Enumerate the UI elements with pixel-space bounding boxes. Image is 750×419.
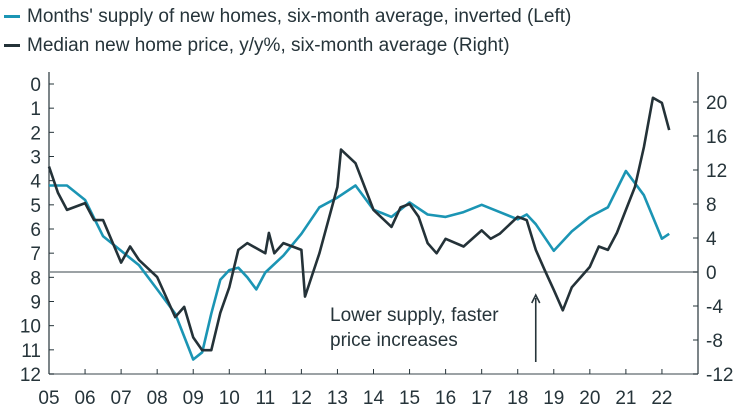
left-tick-label: 4 [30,172,41,193]
right-tick-label: 0 [706,263,717,284]
legend-label: Median new home price, y/y%, six-month a… [27,35,510,56]
x-tick-label: 10 [219,388,240,409]
left-tick-label: 9 [30,293,41,314]
left-tick-label: 12 [20,365,41,386]
right-tick-label: -12 [706,365,733,386]
x-tick-label: 17 [471,388,492,409]
series-line-right [47,96,671,352]
x-tick-label: 13 [327,388,348,409]
x-tick-label: 18 [507,388,528,409]
x-tick-label: 15 [399,388,420,409]
x-tick-label: 08 [147,388,168,409]
left-tick-label: 7 [30,244,41,265]
legend-swatch-dark [4,44,20,47]
left-tick-label: 8 [30,268,41,289]
right-tick-label: -8 [706,331,723,352]
right-tick-label: -4 [706,297,723,318]
legend-swatch-teal [4,15,20,18]
x-tick-label: 22 [651,388,672,409]
arrow-head-icon [531,293,541,304]
x-tick-label: 21 [615,388,636,409]
x-tick-label: 16 [435,388,456,409]
x-tick-label: 14 [363,388,385,409]
legend-item-supply: Months' supply of new homes, six-month a… [4,2,571,31]
left-tick-label: 3 [30,148,41,169]
right-tick-label: 8 [706,195,717,216]
x-tick-label: 12 [291,388,312,409]
x-tick-label: 07 [111,388,132,409]
right-tick-label: 4 [706,229,717,250]
right-tick-label: 12 [706,161,727,182]
right-tick-label: 16 [706,127,727,148]
x-tick-label: 09 [183,388,204,409]
left-tick-label: 1 [30,99,41,120]
left-tick-label: 6 [30,220,41,241]
left-tick-label: 10 [20,317,41,338]
legend-item-price: Median new home price, y/y%, six-month a… [4,31,571,60]
left-tick-label: 5 [30,196,41,217]
legend-label: Months' supply of new homes, six-month a… [27,6,572,27]
annotation-text: Lower supply, faster [330,305,499,326]
right-tick-label: 20 [706,93,727,114]
x-tick-label: 06 [74,388,95,409]
x-tick-label: 20 [579,388,600,409]
left-tick-label: 2 [30,123,41,144]
x-tick-label: 11 [255,388,275,409]
left-tick-label: 0 [30,75,41,96]
left-tick-label: 11 [21,341,41,362]
annotation-text: price increases [330,330,458,351]
x-tick-label: 19 [543,388,564,409]
x-tick-label: 05 [38,388,59,409]
legend: Months' supply of new homes, six-month a… [4,2,571,60]
